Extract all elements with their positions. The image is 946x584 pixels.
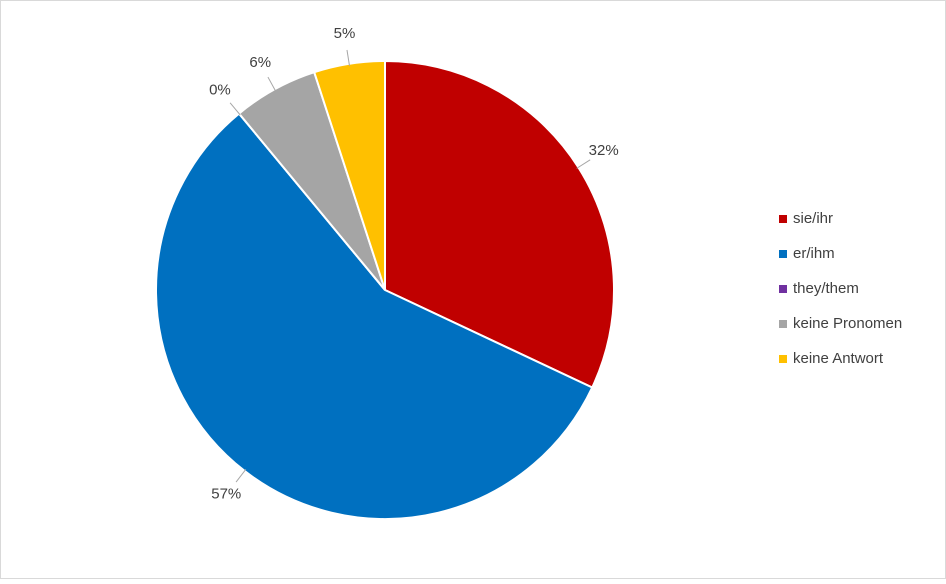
leader-line [267, 76, 277, 92]
legend-label: they/them [793, 280, 859, 297]
legend-label: keine Antwort [793, 350, 884, 367]
leader-line [576, 159, 591, 169]
data-label: 32% [589, 142, 619, 159]
legend-swatch [779, 320, 787, 328]
data-label: 6% [249, 54, 271, 71]
leader-line [229, 102, 241, 116]
legend-swatch [779, 285, 787, 293]
legend-label: sie/ihr [793, 210, 833, 227]
data-label: 0% [209, 81, 231, 98]
leader-line [235, 469, 247, 483]
legend-label: keine Pronomen [793, 315, 902, 332]
legend-swatch [779, 250, 787, 258]
data-label: 5% [334, 25, 356, 42]
legend-label: er/ihm [793, 245, 835, 262]
legend-swatch [779, 355, 787, 363]
data-label: 57% [211, 486, 241, 503]
leader-line [346, 49, 350, 66]
legend-swatch [779, 215, 787, 223]
